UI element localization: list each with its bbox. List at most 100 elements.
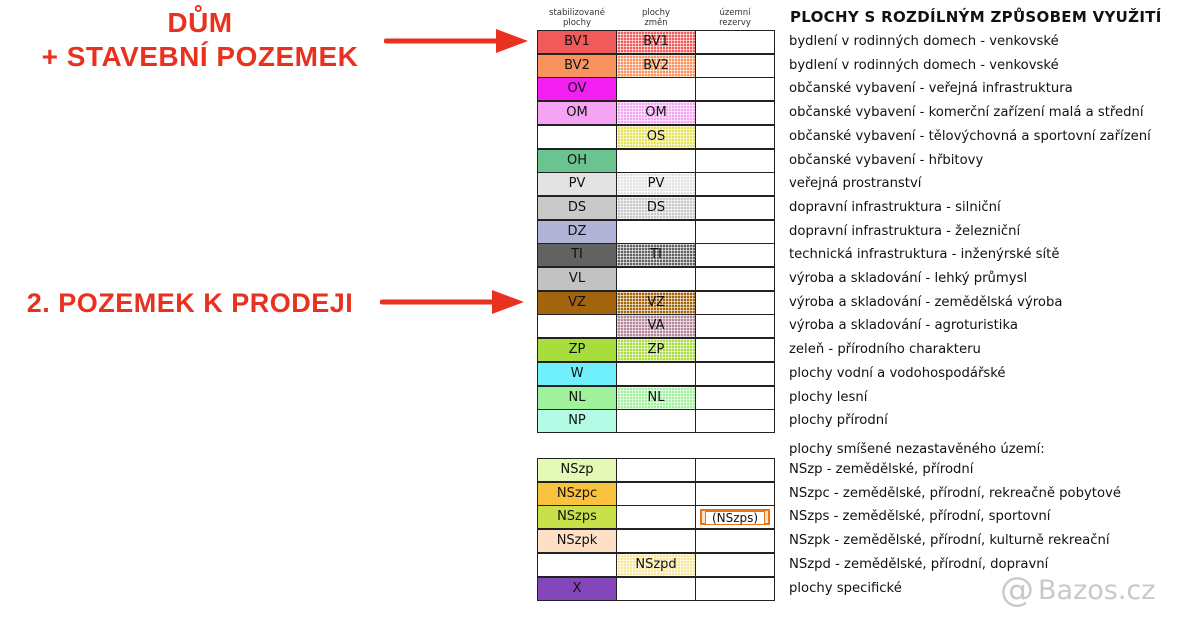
legend-row: NSzpd bbox=[537, 552, 775, 577]
legend-row: OH bbox=[537, 148, 775, 173]
legend-description: plochy lesní bbox=[789, 389, 868, 405]
watermark: @ Bazos.cz bbox=[1000, 568, 1196, 612]
stabilized-area-cell: X bbox=[537, 576, 617, 601]
stabilized-area-cell: OM bbox=[537, 101, 617, 126]
change-area-cell: NL bbox=[616, 385, 696, 410]
reserve-area-cell bbox=[695, 314, 775, 339]
reserve-area-cell bbox=[695, 77, 775, 102]
legend-row: X bbox=[537, 576, 775, 601]
change-area-cell bbox=[616, 267, 696, 291]
reserve-badge: (NSzps) bbox=[700, 509, 770, 526]
change-area-cell bbox=[616, 481, 696, 506]
reserve-area-cell bbox=[695, 529, 775, 554]
stabilized-area-cell: DS bbox=[537, 195, 617, 220]
reserve-area-cell bbox=[695, 267, 775, 291]
legend-row: DS DS bbox=[537, 195, 775, 220]
reserve-area-cell bbox=[695, 409, 775, 434]
reserve-area-cell bbox=[695, 30, 775, 54]
legend-title: PLOCHY S ROZDÍLNÝM ZPŮSOBEM VYUŽITÍ bbox=[790, 8, 1162, 26]
callout-house-line-1: DŮM bbox=[167, 7, 233, 38]
legend-row: NSzpk bbox=[537, 529, 775, 554]
legend-description: dopravní infrastruktura - železniční bbox=[789, 223, 1021, 239]
reserve-area-cell bbox=[695, 124, 775, 149]
reserve-area-cell bbox=[695, 552, 775, 577]
stabilized-area-cell: NL bbox=[537, 385, 617, 410]
change-area-cell: VA bbox=[616, 314, 696, 339]
stabilized-area-cell: PV bbox=[537, 172, 617, 197]
legend-description: NSzpd - zemědělské, přírodní, dopravní bbox=[789, 556, 1049, 572]
arrow-right-icon bbox=[380, 290, 524, 314]
change-area-cell bbox=[616, 409, 696, 434]
legend-row: OV bbox=[537, 77, 775, 102]
legend-row: W bbox=[537, 361, 775, 386]
legend-description: veřejná prostranství bbox=[789, 176, 922, 192]
column-header-line: plochy bbox=[641, 8, 671, 18]
change-area-cell: OS bbox=[616, 124, 696, 149]
legend-row: BV1 BV1 bbox=[537, 30, 775, 54]
legend-description: NSzpk - zemědělské, přírodní, kulturně r… bbox=[789, 533, 1110, 549]
callout-sale: 2. POZEMEK K PRODEJI bbox=[26, 288, 354, 318]
reserve-area-cell bbox=[695, 576, 775, 601]
callout-house-line-2: + STAVEBNÍ POZEMEK bbox=[41, 41, 359, 72]
column-header-reserves: územní rezervy bbox=[695, 8, 775, 28]
change-area-cell: TI bbox=[616, 243, 696, 268]
legend-description: občanské vybavení - tělovýchovná a sport… bbox=[789, 128, 1151, 144]
reserve-badge-label: (NSzps) bbox=[704, 511, 766, 526]
legend-row: BV2 BV2 bbox=[537, 53, 775, 78]
column-header-line: plochy bbox=[562, 18, 592, 28]
change-area-cell bbox=[616, 576, 696, 601]
stabilized-area-cell: BV1 bbox=[537, 30, 617, 54]
change-area-cell bbox=[616, 361, 696, 386]
column-header-line: stabilizované bbox=[549, 8, 605, 18]
stabilized-area-cell: DZ bbox=[537, 219, 617, 244]
legend-row: VZ VZ bbox=[537, 290, 775, 315]
change-area-cell: DS bbox=[616, 195, 696, 220]
callout-house: DŮM + STAVEBNÍ POZEMEK bbox=[20, 6, 380, 74]
legend-row: ZP ZP bbox=[537, 338, 775, 363]
reserve-area-cell bbox=[695, 361, 775, 386]
column-header-line: územní bbox=[719, 8, 751, 18]
legend-row: NP bbox=[537, 409, 775, 434]
change-area-cell: PV bbox=[616, 172, 696, 197]
legend-description: bydlení v rodinných domech - venkovské bbox=[789, 34, 1059, 49]
reserve-area-cell bbox=[695, 338, 775, 363]
reserve-area-cell bbox=[695, 172, 775, 197]
legend-row: VA bbox=[537, 314, 775, 339]
legend-description: občanské vybavení - hřbitovy bbox=[789, 152, 984, 168]
change-area-cell: BV2 bbox=[616, 53, 696, 78]
reserve-area-cell bbox=[695, 385, 775, 410]
stabilized-area-cell: VZ bbox=[537, 290, 617, 315]
legend-row: NSzps (NSzps) bbox=[537, 505, 775, 530]
change-area-cell bbox=[616, 529, 696, 554]
column-header-stabilized: stabilizované plochy bbox=[537, 8, 617, 28]
legend-description: technická infrastruktura - inženýrské sí… bbox=[789, 247, 1060, 263]
stabilized-area-cell bbox=[537, 124, 617, 149]
column-header-line: rezervy bbox=[719, 18, 751, 28]
legend-row: DZ bbox=[537, 219, 775, 244]
stabilized-area-cell: NSzpc bbox=[537, 481, 617, 506]
stabilized-area-cell: BV2 bbox=[537, 53, 617, 78]
legend-description: NSzp - zemědělské, přírodní bbox=[789, 462, 974, 477]
change-area-cell bbox=[616, 505, 696, 530]
legend-row: PV PV bbox=[537, 172, 775, 197]
reserve-area-cell bbox=[695, 243, 775, 268]
change-area-cell: NSzpd bbox=[616, 552, 696, 577]
reserve-area-cell bbox=[695, 101, 775, 126]
change-area-cell bbox=[616, 458, 696, 482]
reserve-area-cell bbox=[695, 458, 775, 482]
change-area-cell bbox=[616, 148, 696, 173]
legend-row: NSzpc bbox=[537, 481, 775, 506]
legend-row: OS bbox=[537, 124, 775, 149]
legend-description: plochy vodní a vodohospodářské bbox=[789, 365, 1006, 381]
reserve-area-cell bbox=[695, 195, 775, 220]
legend-description: plochy přírodní bbox=[789, 413, 888, 429]
legend-description: občanské vybavení - veřejná infrastruktu… bbox=[789, 81, 1073, 97]
stabilized-area-cell: OV bbox=[537, 77, 617, 102]
stabilized-area-cell: TI bbox=[537, 243, 617, 268]
legend-description: NSzps - zemědělské, přírodní, sportovní bbox=[789, 509, 1051, 525]
at-sign-icon: @ bbox=[1000, 570, 1034, 610]
legend-row: NSzp bbox=[537, 458, 775, 482]
change-area-cell: BV1 bbox=[616, 30, 696, 54]
reserve-area-cell bbox=[695, 481, 775, 506]
stabilized-area-cell: ZP bbox=[537, 338, 617, 363]
